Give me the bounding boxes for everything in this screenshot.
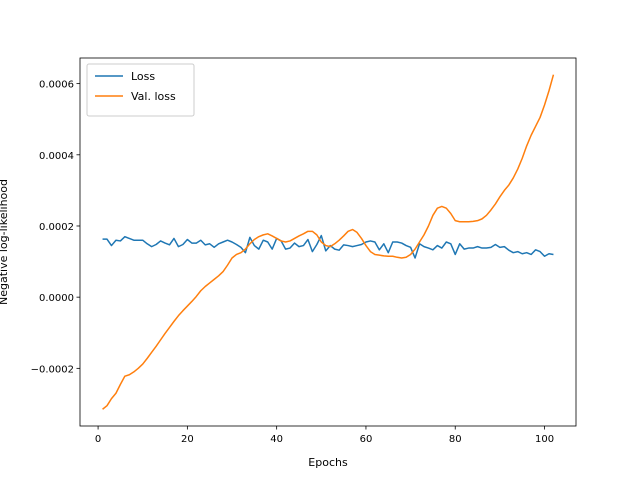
series-line <box>102 74 555 410</box>
x-axis-label: Epochs <box>308 456 348 469</box>
x-tick-label: 60 <box>360 434 373 445</box>
x-tick-label: 40 <box>270 434 283 445</box>
legend-label: Val. loss <box>131 90 176 103</box>
x-tick-label: 100 <box>535 434 554 445</box>
y-axis-label: Negative log-likelihood <box>0 179 10 305</box>
legend-label: Loss <box>131 70 155 83</box>
y-tick-label: 0.0000 <box>39 293 74 304</box>
legend-box <box>86 63 195 117</box>
y-tick-label: 0.0006 <box>39 80 74 91</box>
y-tick-label: −0.0002 <box>31 364 74 375</box>
y-tick-label: 0.0004 <box>39 151 74 162</box>
y-tick-label: 0.0002 <box>39 222 74 233</box>
x-tick-label: 20 <box>181 434 194 445</box>
x-tick-label: 0 <box>95 434 101 445</box>
axes-frame <box>79 57 577 427</box>
series-line <box>102 234 554 259</box>
x-tick-label: 80 <box>449 434 462 445</box>
